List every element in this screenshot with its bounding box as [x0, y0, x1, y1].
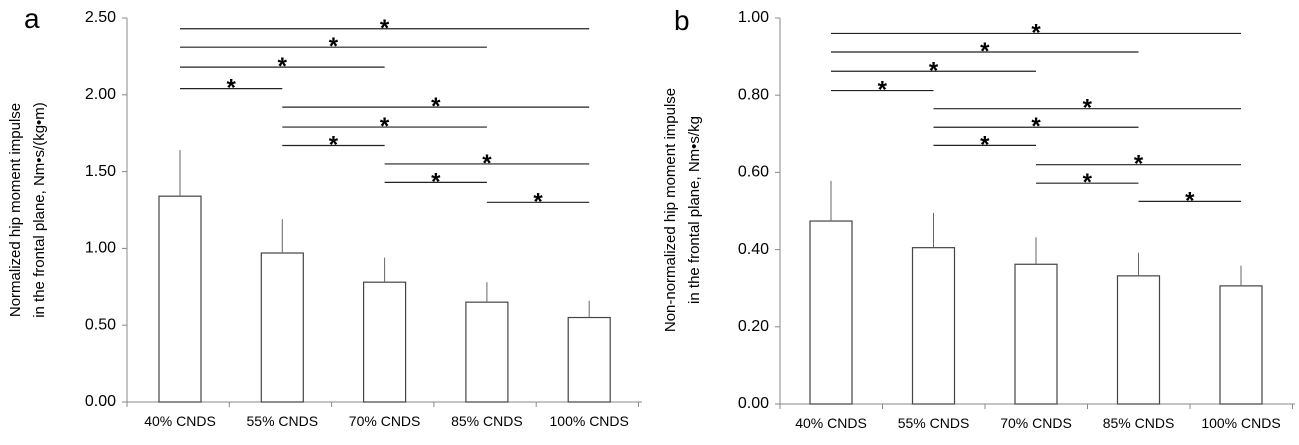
bar	[567, 316, 611, 403]
significance-marker: *	[533, 188, 543, 215]
bar	[158, 195, 202, 403]
y-axis-label: in the frontal plane, Nm•s/kg	[686, 116, 703, 304]
x-tick-label: 100% CNDS	[1201, 415, 1280, 431]
y-tick-label: 1.50	[85, 163, 116, 180]
bar	[465, 301, 509, 403]
significance-marker: *	[380, 15, 390, 42]
y-tick-label: 2.00	[85, 86, 116, 103]
y-tick-label: 0.80	[738, 86, 769, 103]
panel-label: b	[674, 5, 690, 36]
significance-marker: *	[929, 57, 939, 84]
y-tick-label: 0.00	[738, 395, 769, 412]
significance-marker: *	[380, 113, 390, 140]
y-tick-label: 2.50	[85, 9, 116, 26]
x-tick-label: 70% CNDS	[1000, 415, 1072, 431]
panel-a: a Normalized hip moment impulse in the fro…	[7, 3, 642, 429]
y-axis-label: Non-normalized hip moment impulse	[662, 88, 679, 332]
bar	[1219, 285, 1263, 405]
x-tick-label: 55% CNDS	[247, 413, 319, 429]
significance-marker: *	[1185, 187, 1195, 214]
bar	[1014, 263, 1058, 405]
bar	[260, 252, 304, 403]
significance-marker: *	[980, 131, 990, 158]
bar	[363, 281, 407, 403]
y-tick-label: 0.50	[85, 316, 116, 333]
significance-marker: *	[980, 38, 990, 65]
y-axis-label: in the frontal plane, Nm•s/(kg•m)	[31, 102, 48, 318]
panel-b: b Non-normalized hip moment impulse in the…	[662, 5, 1295, 431]
y-tick-label: 0.20	[738, 318, 769, 335]
x-tick-label: 85% CNDS	[451, 413, 523, 429]
significance-marker: *	[329, 33, 339, 60]
y-tick-label: 0.40	[738, 241, 769, 258]
significance-marker: *	[1134, 151, 1144, 178]
x-tick-label: 70% CNDS	[349, 413, 421, 429]
significance-marker: *	[431, 93, 441, 120]
x-tick-label: 100% CNDS	[550, 413, 629, 429]
panel-label: a	[24, 3, 40, 34]
significance-marker: *	[1083, 95, 1093, 122]
y-tick-label: 1.00	[738, 9, 769, 26]
significance-marker: *	[1031, 19, 1041, 46]
significance-marker: *	[878, 77, 888, 104]
significance-marker: *	[226, 75, 236, 102]
significance-marker: *	[431, 168, 441, 195]
significance-marker: *	[1031, 113, 1041, 140]
bar	[1116, 275, 1161, 405]
bar	[809, 220, 853, 405]
y-tick-label: 0.60	[738, 164, 769, 181]
x-tick-label: 40% CNDS	[795, 415, 867, 431]
bar	[911, 247, 956, 405]
significance-marker: *	[278, 53, 288, 80]
x-tick-label: 55% CNDS	[898, 415, 970, 431]
x-tick-label: 85% CNDS	[1103, 415, 1175, 431]
significance-marker: *	[482, 150, 492, 177]
significance-marker: *	[329, 131, 339, 158]
y-tick-label: 1.00	[85, 240, 116, 257]
y-tick-label: 0.00	[85, 393, 116, 410]
y-axis-label: Normalized hip moment impulse	[7, 103, 24, 317]
x-tick-label: 40% CNDS	[144, 413, 216, 429]
significance-marker: *	[1083, 169, 1093, 196]
